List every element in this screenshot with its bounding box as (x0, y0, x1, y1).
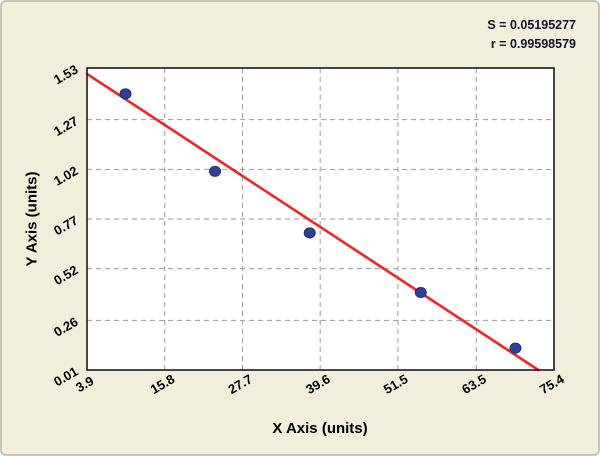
data-point (509, 342, 522, 354)
x-tick-label: 27.7 (225, 371, 254, 397)
x-tick-label: 15.8 (148, 371, 177, 397)
x-axis-label: X Axis (units) (272, 420, 368, 437)
plot-border (86, 67, 555, 371)
y-tick-label: 0.26 (51, 314, 80, 340)
y-tick-label: 1.53 (51, 62, 80, 88)
stats-block: S = 0.05195277 r = 0.99598579 (487, 16, 576, 55)
data-point (209, 165, 222, 177)
fit-line (85, 72, 540, 372)
y-tick-label: 1.27 (51, 113, 80, 139)
data-point (414, 287, 427, 299)
stat-r-value: r = 0.99598579 (490, 37, 576, 52)
y-axis-label: Y Axis (units) (23, 171, 41, 267)
stat-s-value: S = 0.05195277 (487, 18, 576, 32)
x-tick-label: 75.4 (537, 371, 567, 397)
y-tick-label: 0.52 (51, 262, 80, 288)
y-tick-label: 0.77 (51, 213, 80, 239)
x-tick-label: 51.5 (381, 371, 410, 397)
y-tick-label: 1.02 (51, 163, 80, 189)
data-point (303, 227, 316, 239)
x-tick-label: 39.6 (303, 371, 332, 397)
x-tick-label: 63.5 (459, 371, 488, 397)
data-point (119, 88, 132, 100)
